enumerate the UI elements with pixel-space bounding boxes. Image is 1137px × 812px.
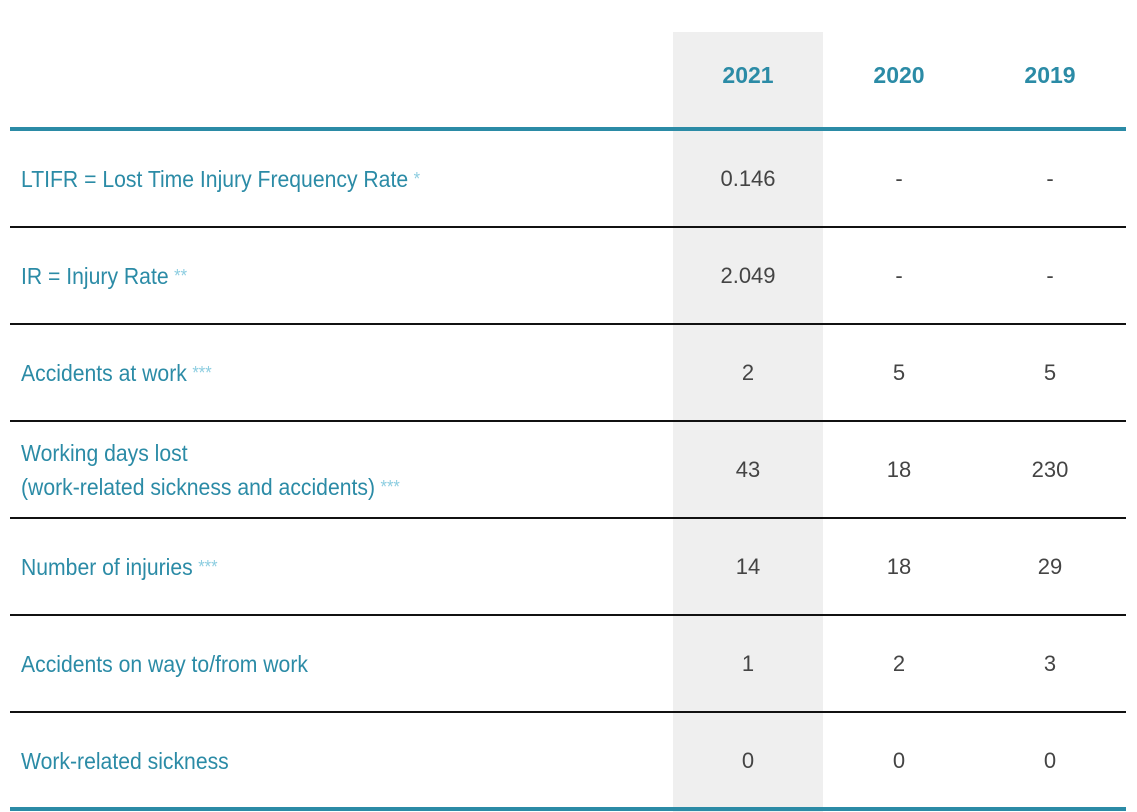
cell-value: 0 [892,747,906,773]
footnote-marker: ** [174,265,188,286]
footnote-marker: *** [380,476,400,497]
row-rule [10,517,1126,519]
row-rule [10,614,1126,616]
column-header: 2020 [873,62,925,88]
cell-value: 18 [886,456,912,482]
row-rule [10,226,1126,228]
row-label-text: LTIFR = Lost Time Injury Frequency Rate [21,165,409,192]
cell-value: 2 [892,650,906,676]
cell-value: 5 [892,359,906,385]
row-label-text: Accidents on way to/from work [21,650,308,677]
cell-value: 18 [886,553,912,579]
row-label: Number of injuries *** [21,550,218,584]
cell-value: 29 [1037,553,1063,579]
row-label: Accidents at work *** [21,356,212,390]
cell-value: - [895,262,903,288]
cell-value: 3 [1043,650,1057,676]
cell-value: 2.049 [720,262,776,288]
bottom-rule [10,807,1126,811]
cell-value: - [1046,262,1054,288]
cell-value: 2 [741,359,755,385]
cell-value: 1 [741,650,755,676]
row-rule [10,323,1126,325]
row-rule [10,711,1126,713]
cell-value: - [895,165,903,191]
footnote-marker: *** [198,556,218,577]
row-label: Accidents on way to/from work [21,647,308,681]
cell-value: 0 [741,747,755,773]
cell-value: 0.146 [720,165,776,191]
cell-value: 5 [1043,359,1057,385]
cell-value: 230 [1031,456,1069,482]
column-header: 2019 [1024,62,1076,88]
row-label-text: IR = Injury Rate [21,262,169,289]
row-label: IR = Injury Rate ** [21,259,187,293]
row-label-text: Accidents at work [21,359,187,386]
footnote-marker: *** [192,362,212,383]
row-label: Working days lost (work-related sickness… [21,436,400,504]
row-label-text: Working days lost (work-related sickness… [21,439,375,500]
cell-value: 0 [1043,747,1057,773]
footnote-marker: * [413,168,421,189]
row-rule [10,420,1126,422]
row-label: LTIFR = Lost Time Injury Frequency Rate * [21,162,420,196]
row-label-text: Number of injuries [21,553,193,580]
column-header: 2021 [722,62,774,88]
row-label: Work-related sickness [21,744,229,778]
cell-value: - [1046,165,1054,191]
highlight-column [673,32,823,812]
header-rule [10,127,1126,131]
row-label-text: Work-related sickness [21,747,229,774]
cell-value: 14 [735,553,761,579]
cell-value: 43 [735,456,761,482]
